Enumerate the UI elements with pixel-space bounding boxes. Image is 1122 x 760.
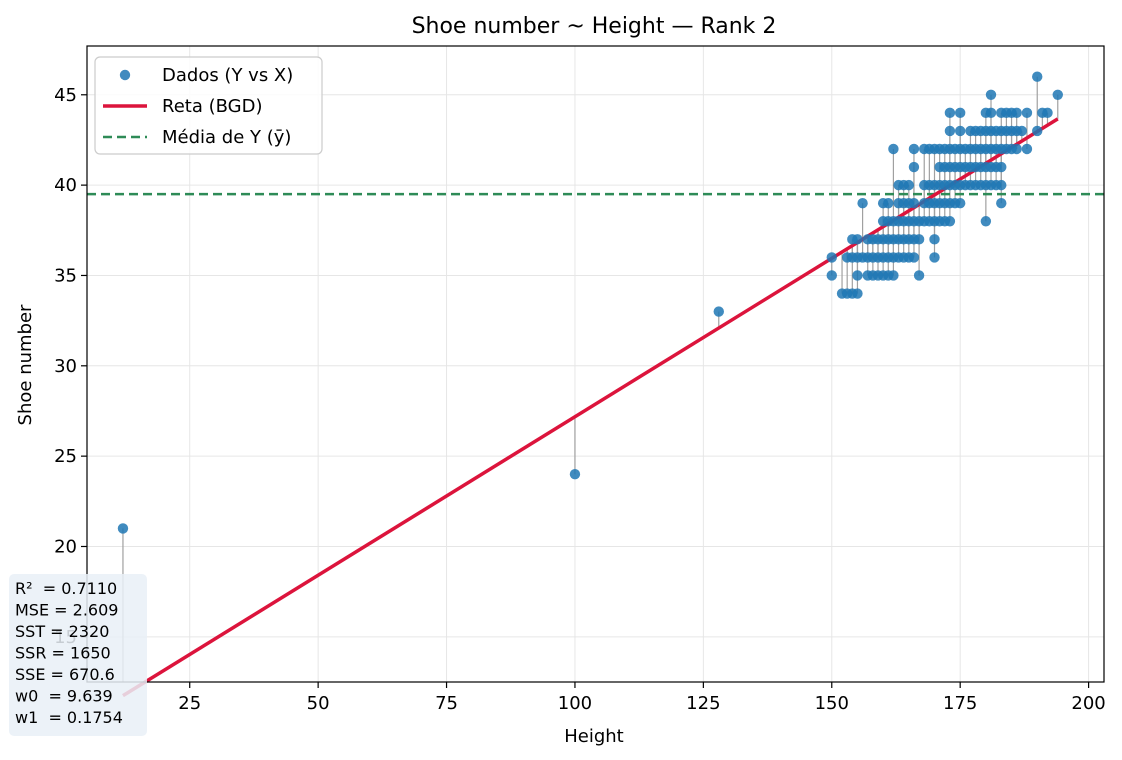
x-tick-label: 175 [943,693,977,714]
data-point [1021,107,1033,119]
data-point [996,161,1007,173]
y-tick-label: 25 [54,446,77,467]
data-point [944,125,956,137]
data-point [985,89,997,100]
data-point [929,252,940,263]
data-point [908,197,920,209]
stats-line: SSE = 670.6 [15,665,115,684]
data-point [852,234,863,245]
data-point [954,197,966,209]
x-tick-label: 25 [178,693,201,714]
data-point [954,107,966,119]
y-tick-label: 30 [54,356,77,377]
data-point [1032,125,1043,137]
data-point [996,197,1007,209]
stats-line: w1 = 0.1754 [15,708,123,727]
data-point [1032,71,1043,82]
y-axis-label: Shoe number [15,304,36,425]
regression-line [122,117,1059,698]
data-point [1021,143,1033,155]
x-tick-label: 125 [686,693,720,714]
stats-line: SST = 2320 [15,622,109,641]
y-tick-label: 20 [54,536,77,557]
x-tick-label: 100 [558,693,592,714]
x-tick-label: 75 [435,693,458,714]
data-point [1042,107,1053,119]
axes: 25507510012515017520015202530354045 [54,45,1106,714]
data-point [826,270,837,281]
data-point [569,469,581,480]
stats-box: R² = 0.7110 MSE = 2.609 SST = 2320 SSR = 16… [9,574,147,736]
stats-background [9,574,147,736]
data-point [913,270,925,281]
x-tick-label: 200 [1071,693,1105,714]
data-point [117,523,129,534]
regression-line-layer [122,117,1059,698]
data-point [908,252,920,263]
data-point [852,270,863,281]
legend-frame [94,56,323,155]
data-point [903,179,915,191]
data-point [852,288,863,299]
data-point [1011,107,1022,119]
x-axis-label: Height [564,726,624,747]
data-point [944,216,956,227]
stats-line: R² = 0.7110 [15,579,117,598]
x-tick-label: 50 [307,693,330,714]
legend-label: Média de Y (ȳ) [162,127,291,148]
data-point [1052,89,1063,100]
chart-title: Shoe number ~ Height — Rank 2 [412,14,777,39]
data-point [826,252,837,263]
data-point [1011,143,1022,155]
data-point [857,197,868,209]
legend-marker [119,69,131,81]
data-point [985,107,997,119]
y-tick-label: 45 [54,85,77,106]
data-point [908,161,920,173]
stats-line: MSE = 2.609 [15,601,118,620]
data-point [913,234,925,245]
data-point [883,197,894,209]
data-point [713,306,724,317]
legend-label: Reta (BGD) [162,96,262,117]
plot-frame [86,45,1105,683]
data-point [944,107,956,119]
legend-label: Dados (Y vs X) [162,65,293,86]
y-tick-label: 40 [54,175,77,196]
legend: Dados (Y vs X) Reta (BGD) Média de Y (ȳ) [94,56,323,155]
data-points [117,71,1063,534]
data-point [996,179,1007,191]
data-point [980,216,992,227]
data-point [929,234,940,245]
data-point [1016,125,1028,137]
stats-line: w0 = 9.639 [15,687,113,706]
data-point [908,143,920,155]
grid [87,46,1104,682]
stats-line: SSR = 1650 [15,644,111,663]
x-tick-label: 150 [815,693,849,714]
data-point [954,125,966,137]
data-point [888,143,899,155]
y-tick-label: 35 [54,265,77,286]
data-point [888,270,899,281]
